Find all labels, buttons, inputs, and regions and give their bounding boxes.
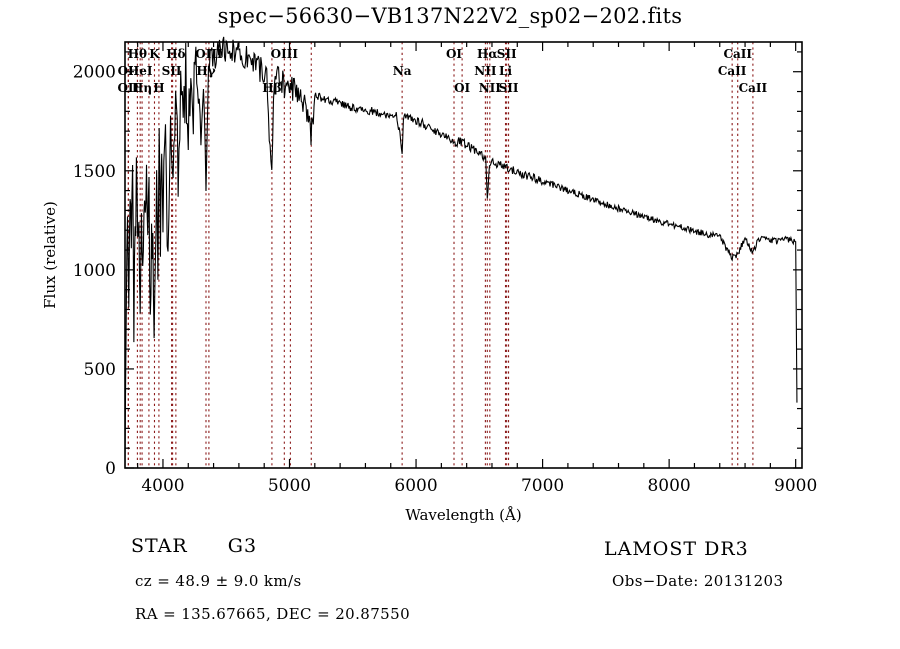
object-type: STAR [131, 535, 188, 557]
spectral-line-label: K [149, 47, 160, 61]
spectral-line-label: H [153, 81, 164, 95]
spectral-line-label: SII [497, 47, 517, 61]
spectral-line-label: Li [499, 64, 512, 78]
y-tick-label: 2000 [73, 63, 116, 83]
spectral-line-label: Hγ [196, 64, 215, 78]
y-tick-label: 1500 [73, 162, 116, 182]
object-type-label: STAR G3 [131, 535, 257, 557]
redshift-velocity: cz = 48.9 ± 9.0 km/s [135, 572, 302, 590]
page-title: spec−56630−VB137N22V2_sp02−202.fits [217, 4, 683, 28]
spectral-line-label: OII [117, 81, 139, 95]
y-tick-label: 500 [84, 360, 116, 380]
y-axis-label: Flux (relative) [41, 201, 59, 309]
spectral-line-label: Hδ [166, 47, 185, 61]
spectral-class: G3 [227, 535, 258, 557]
survey-name: LAMOST DR3 [604, 538, 749, 560]
spectral-line-label: Hθ [128, 47, 147, 61]
spectrum-trace [124, 36, 798, 469]
spectral-line-label: CaII [718, 64, 747, 78]
spectral-line-label: HeI [128, 64, 153, 78]
spectral-line-label: Hβ [262, 81, 281, 95]
spectral-line-label: OIII [271, 47, 299, 61]
spectral-line-label: SII [162, 64, 182, 78]
spectral-line-label: Na [393, 64, 412, 78]
coordinates: RA = 135.67665, DEC = 20.87550 [135, 605, 411, 623]
observation-date: Obs−Date: 20131203 [612, 572, 784, 590]
y-tick-label: 1000 [73, 261, 116, 281]
spectral-line-label: Hη [132, 81, 152, 95]
spectral-line-label: Hα [477, 47, 498, 61]
plot-frame [124, 41, 803, 469]
x-tick-label: 4000 [141, 476, 184, 496]
spectral-line-label: OII [118, 64, 140, 78]
x-tick-label: 9000 [774, 476, 817, 496]
spectral-line-label: NII [474, 64, 497, 78]
spectral-line-label: OIII [195, 47, 223, 61]
spectral-line-label: OI [446, 47, 462, 61]
spectral-line-label: CaII [723, 47, 752, 61]
x-axis-label: Wavelength (Å) [405, 506, 521, 524]
x-tick-label: 6000 [394, 476, 437, 496]
spectral-line-label: NII [479, 81, 502, 95]
spectral-line-label: OI [454, 81, 470, 95]
y-tick-label: 0 [105, 459, 116, 479]
spectral-line-label: CaII [739, 81, 768, 95]
x-tick-label: 5000 [268, 476, 311, 496]
x-tick-label: 8000 [647, 476, 690, 496]
x-tick-label: 7000 [521, 476, 564, 496]
spectral-line-label: SII [499, 81, 519, 95]
